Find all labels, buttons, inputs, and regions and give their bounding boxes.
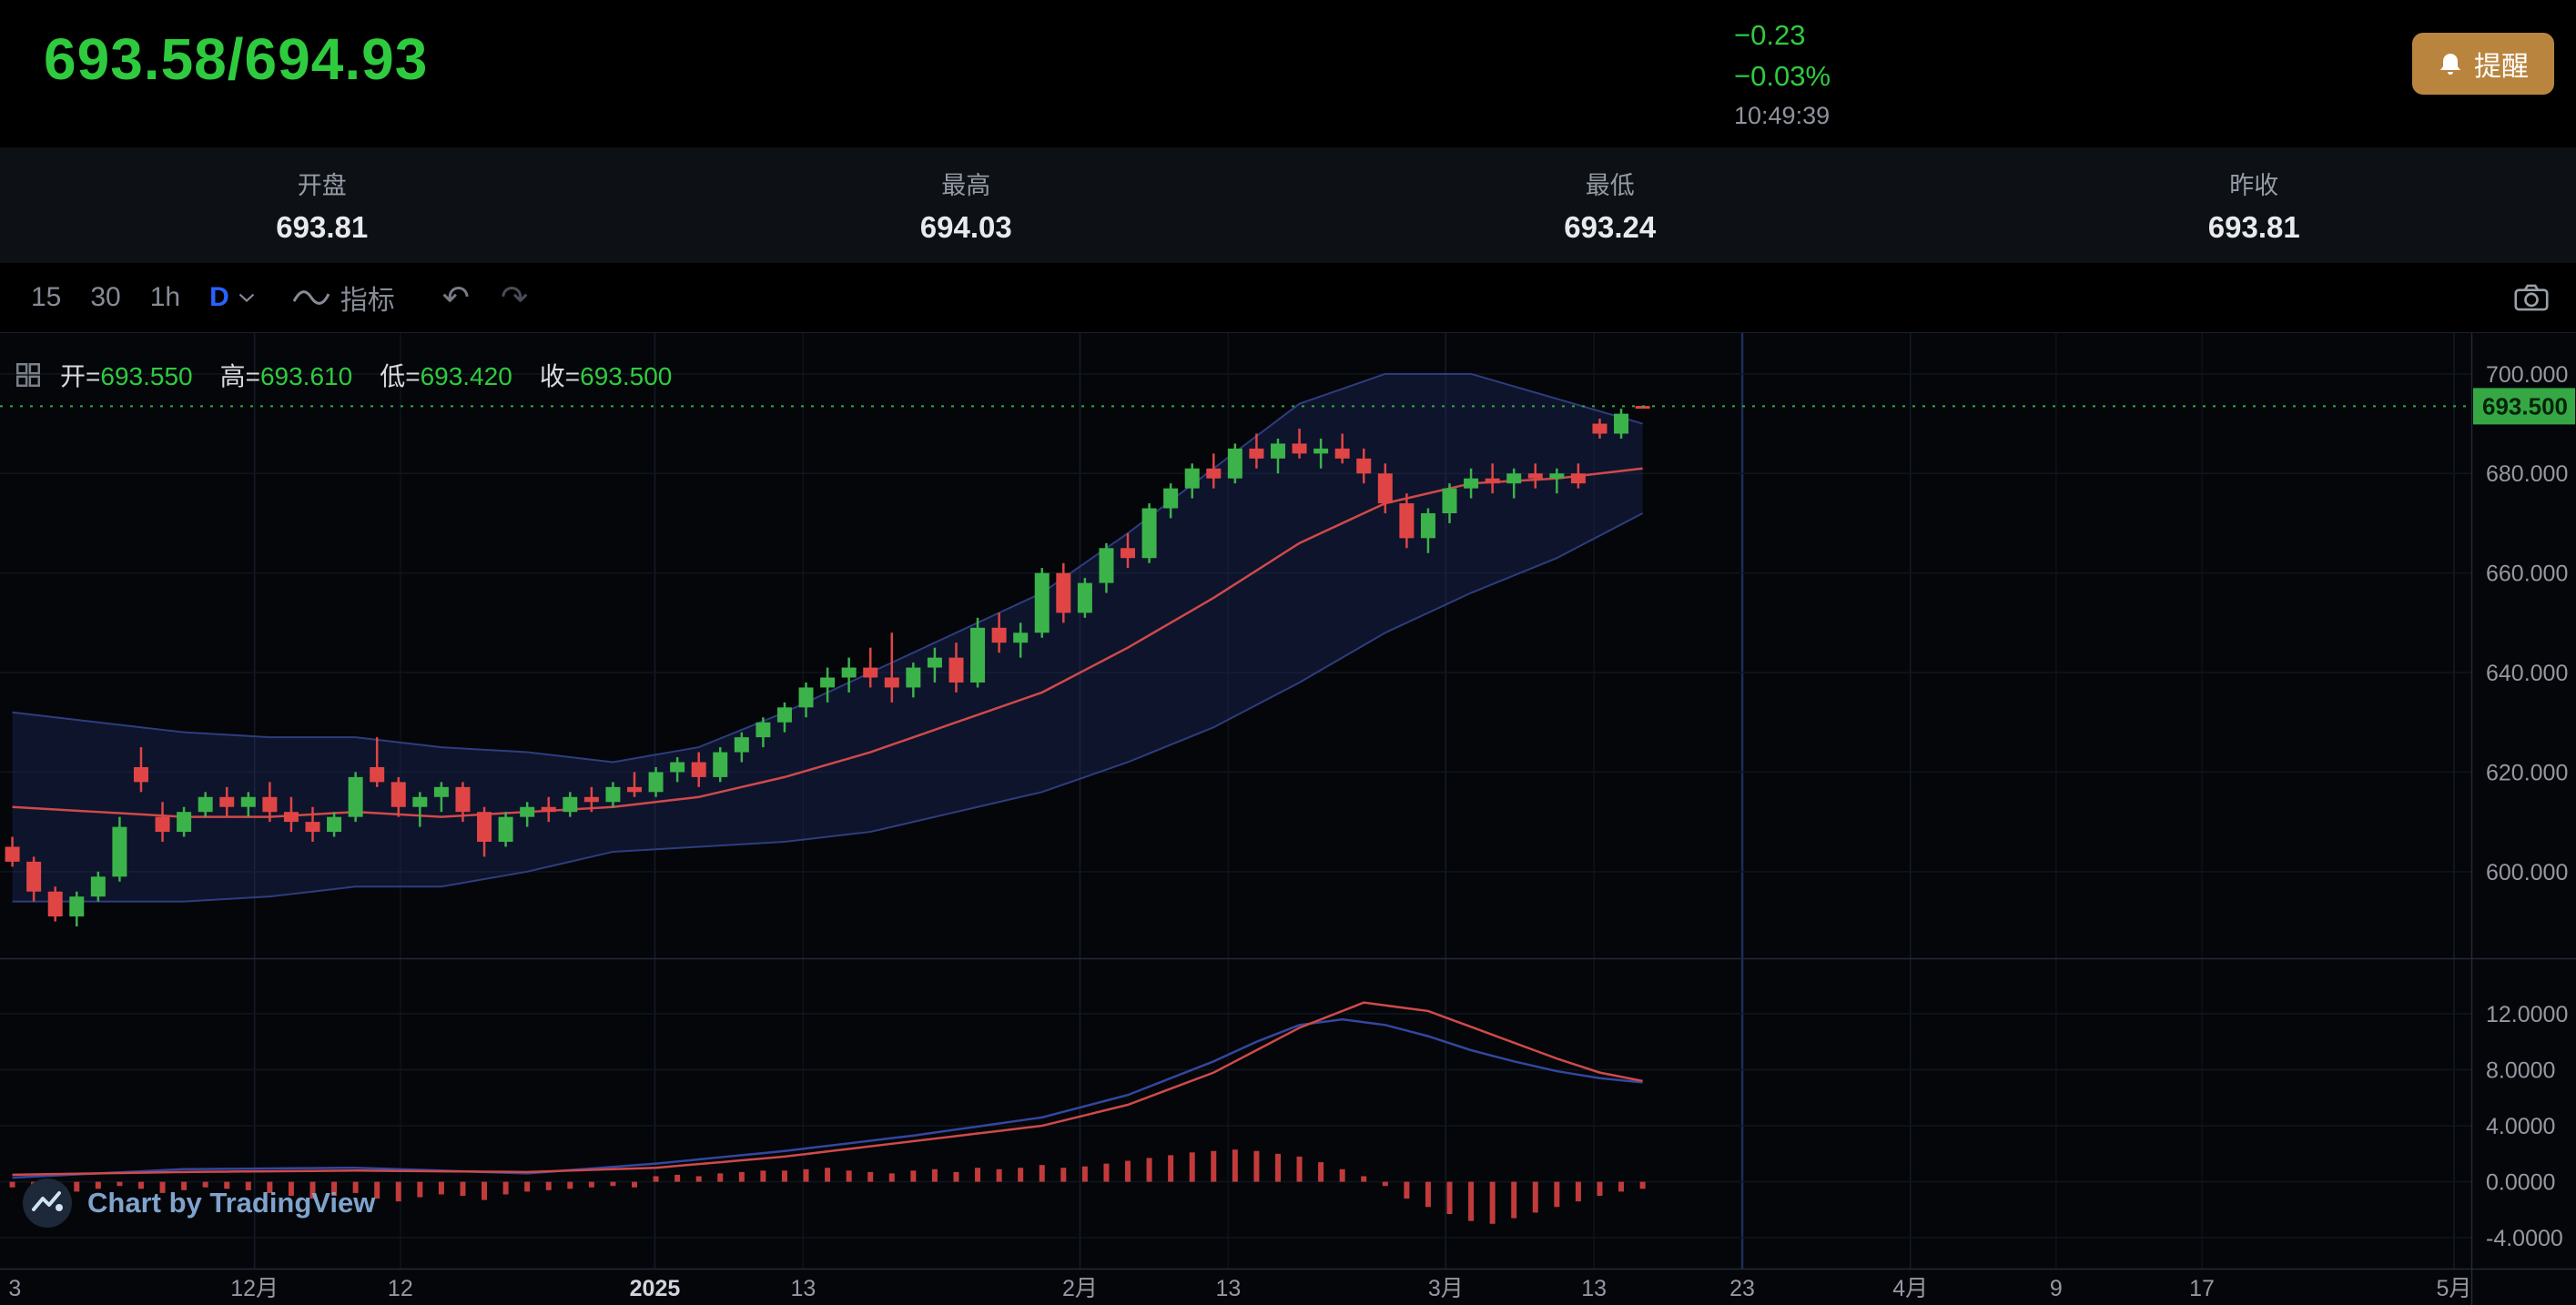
price-change-percent: −0.03% [1734,60,1831,92]
attribution-text: Chart by TradingView [87,1187,376,1219]
indicators-button[interactable]: 指标 [292,278,395,318]
chart-area: 700.000 680.000 660.000 640.000 620.000 600.0… [0,332,2576,1305]
alert-button-label: 提醒 [2474,52,2529,82]
interval-daily[interactable]: D [209,282,229,312]
interval-1h[interactable]: 1h [149,282,181,312]
wave-icon [292,288,330,308]
stat-value: 693.81 [276,210,369,244]
svg-text:12月: 12月 [230,1276,279,1301]
svg-text:640.000: 640.000 [2486,661,2568,686]
svg-text:9: 9 [2050,1276,2063,1301]
quote-change-block: −0.23 −0.03% 10:49:39 [1734,15,1831,135]
svg-text:700.000: 700.000 [2486,362,2568,388]
stats-bar: 开盘 693.81 最高 694.03 最低 693.24 昨收 693.81 [0,147,2576,263]
quote-time: 10:49:39 [1734,102,1831,129]
svg-text:680.000: 680.000 [2486,461,2568,487]
svg-text:12.0000: 12.0000 [2486,1002,2568,1027]
stat-label: 最低 [1585,172,1635,199]
stat-value: 693.81 [2207,210,2300,244]
svg-text:23: 23 [1729,1276,1755,1301]
undo-icon[interactable]: ↶ [441,278,470,316]
bell-icon [2438,51,2463,76]
price-chart[interactable]: 700.000 680.000 660.000 640.000 620.000 600.0… [0,333,2576,1305]
stat-label: 最高 [941,172,991,199]
tradingview-attribution[interactable]: Chart by TradingView [22,1178,375,1229]
stat-high: 最高 694.03 [644,147,1289,263]
legend-low: 低=693.420 [380,362,512,390]
svg-text:12: 12 [388,1276,413,1301]
header: 693.58/694.93 −0.23 −0.03% 10:49:39 提醒 [0,0,2576,147]
chart-toolbar: 15 30 1h D 指标 ↶ ↷ [0,263,2576,332]
stat-label: 开盘 [297,172,347,199]
stat-open: 开盘 693.81 [0,147,644,263]
svg-text:13: 13 [1581,1276,1607,1301]
chevron-down-icon[interactable] [238,292,255,303]
stat-label: 昨收 [2229,172,2279,199]
tradingview-logo-icon [22,1178,73,1229]
redo-icon[interactable]: ↷ [500,278,529,316]
svg-text:17: 17 [2189,1276,2215,1301]
legend-close: 收=693.500 [539,362,673,390]
svg-text:2月: 2月 [1062,1276,1098,1301]
svg-text:0.0000: 0.0000 [2486,1170,2555,1196]
stat-prev-close: 昨收 693.81 [1932,147,2576,263]
svg-text:4.0000: 4.0000 [2486,1114,2555,1139]
svg-text:620.000: 620.000 [2486,760,2568,785]
interval-30[interactable]: 30 [90,282,121,312]
svg-text:693.500: 693.500 [2482,392,2568,420]
stat-value: 693.24 [1564,210,1657,244]
alert-button[interactable]: 提醒 [2412,33,2554,95]
price-change: −0.23 [1734,19,1806,51]
svg-text:5月: 5月 [2437,1276,2472,1301]
svg-text:-4.0000: -4.0000 [2486,1226,2563,1251]
svg-text:3: 3 [8,1276,21,1301]
svg-text:13: 13 [1215,1276,1241,1301]
svg-text:660.000: 660.000 [2486,561,2568,587]
svg-text:2025: 2025 [630,1276,681,1301]
svg-text:3月: 3月 [1428,1276,1464,1301]
camera-icon[interactable] [2514,283,2549,312]
legend-grid-icon[interactable] [16,363,40,387]
interval-15[interactable]: 15 [31,282,62,312]
svg-text:8.0000: 8.0000 [2486,1058,2555,1084]
indicators-label: 指标 [340,286,395,316]
stat-low: 最低 693.24 [1288,147,1932,263]
svg-text:13: 13 [790,1276,816,1301]
ohlc-legend: 开=693.550 高=693.610 低=693.420 收=693.500 [16,357,699,393]
legend-high: 高=693.610 [219,362,353,390]
stat-value: 694.03 [919,210,1012,244]
bid-ask-price: 693.58/694.93 [44,26,429,92]
svg-text:600.000: 600.000 [2486,860,2568,885]
legend-open: 开=693.550 [60,362,193,390]
svg-text:4月: 4月 [1892,1276,1928,1301]
